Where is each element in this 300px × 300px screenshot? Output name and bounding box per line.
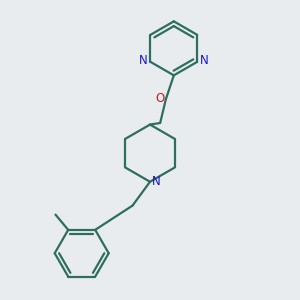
Text: N: N <box>139 54 148 68</box>
Text: O: O <box>155 92 165 105</box>
Text: N: N <box>200 54 208 68</box>
Text: N: N <box>152 175 161 188</box>
